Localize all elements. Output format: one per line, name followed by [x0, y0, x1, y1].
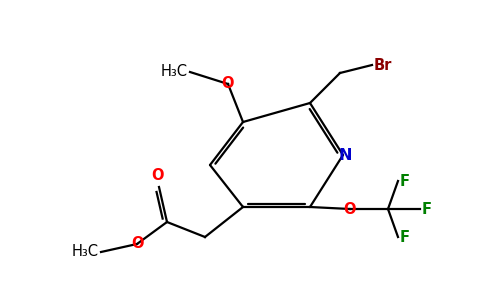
Text: O: O	[344, 202, 356, 217]
Text: F: F	[422, 202, 432, 217]
Text: H₃C: H₃C	[161, 64, 188, 79]
Text: O: O	[131, 236, 143, 251]
Text: H₃C: H₃C	[72, 244, 99, 260]
Text: O: O	[222, 76, 234, 92]
Text: Br: Br	[374, 58, 393, 73]
Text: F: F	[400, 173, 410, 188]
Text: O: O	[152, 168, 164, 183]
Text: F: F	[400, 230, 410, 244]
Text: N: N	[338, 148, 352, 163]
